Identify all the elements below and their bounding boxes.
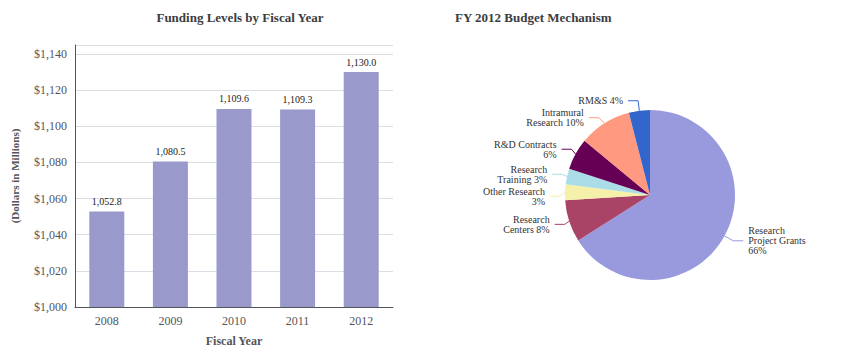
svg-text:Funding Levels by Fiscal Year: Funding Levels by Fiscal Year	[156, 10, 323, 25]
svg-text:$1,120: $1,120	[34, 83, 67, 97]
svg-text:Fiscal Year: Fiscal Year	[206, 334, 263, 348]
svg-text:1,109.6: 1,109.6	[219, 93, 249, 104]
svg-text:2009: 2009	[158, 314, 182, 328]
svg-text:$1,080: $1,080	[34, 155, 67, 169]
svg-text:Research: Research	[513, 213, 550, 225]
svg-text:$1,040: $1,040	[34, 228, 67, 242]
svg-text:Centers 8%: Centers 8%	[503, 224, 549, 235]
svg-text:Other Research: Other Research	[483, 185, 545, 197]
svg-text:R&D Contracts: R&D Contracts	[494, 138, 557, 150]
svg-text:(Dollars in Millions): (Dollars in Millions)	[9, 128, 22, 223]
svg-text:$1,100: $1,100	[34, 119, 67, 133]
svg-text:Research: Research	[748, 225, 785, 237]
svg-text:1,130.0: 1,130.0	[346, 57, 376, 68]
svg-text:6%: 6%	[543, 149, 556, 160]
svg-text:Intramural: Intramural	[541, 107, 584, 119]
svg-text:2011: 2011	[286, 314, 310, 328]
svg-text:1,109.3: 1,109.3	[283, 94, 313, 105]
svg-text:2012: 2012	[349, 314, 373, 328]
svg-text:2010: 2010	[222, 314, 246, 328]
svg-text:1,080.5: 1,080.5	[155, 146, 185, 157]
svg-text:Training 3%: Training 3%	[497, 174, 547, 185]
svg-text:2008: 2008	[95, 314, 119, 328]
svg-text:FY 2012 Budget Mechanism: FY 2012 Budget Mechanism	[455, 10, 612, 25]
svg-text:$1,020: $1,020	[34, 264, 67, 278]
svg-text:1,052.8: 1,052.8	[92, 196, 122, 207]
svg-text:Research: Research	[510, 163, 548, 175]
svg-text:$1,060: $1,060	[34, 192, 67, 206]
svg-text:Research 10%: Research 10%	[526, 117, 583, 128]
svg-text:3%: 3%	[532, 196, 545, 207]
svg-text:Project Grants: Project Grants	[748, 235, 806, 247]
svg-text:66%: 66%	[748, 245, 766, 256]
svg-text:$1,140: $1,140	[34, 47, 67, 61]
svg-text:RM&S 4%: RM&S 4%	[578, 95, 623, 106]
svg-text:$1,000: $1,000	[34, 300, 67, 314]
